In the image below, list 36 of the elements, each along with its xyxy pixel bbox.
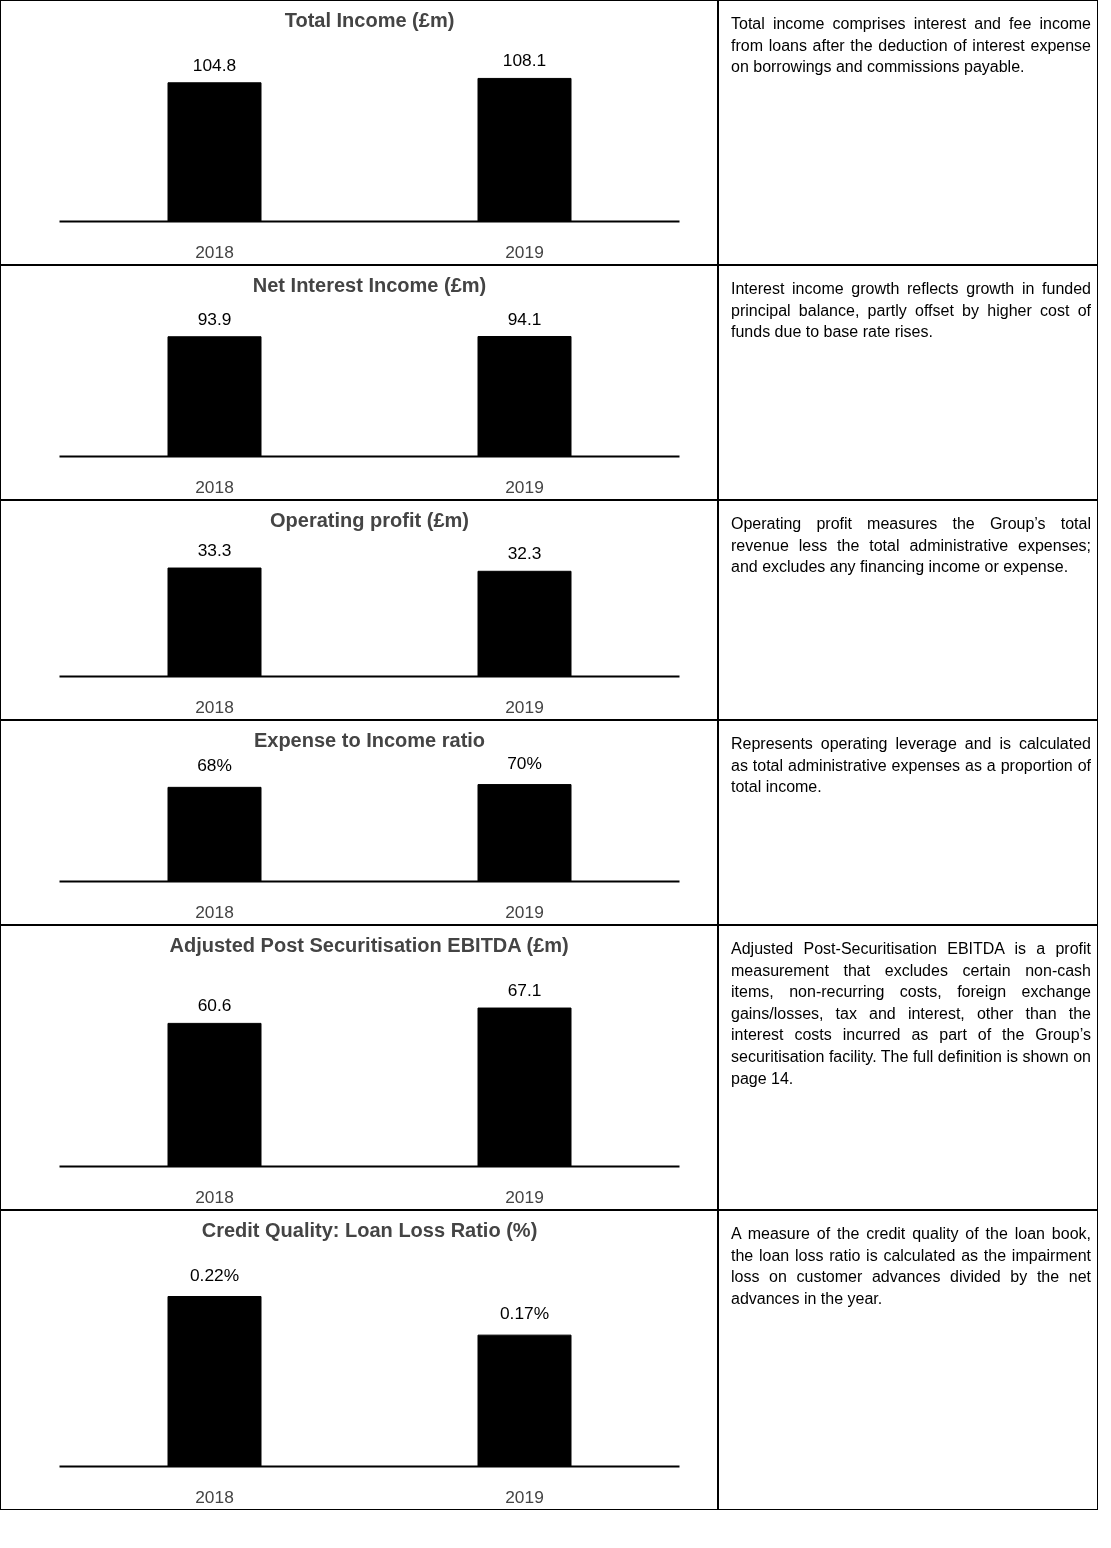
x-tick-label: 2018 bbox=[195, 1186, 234, 1207]
data-label: 104.8 bbox=[192, 54, 237, 75]
text: Total income comprises interest and fee income from loans after the deduction of interest expense on borrowings and commissions payable. bbox=[731, 14, 1091, 78]
chart-title: Operating profit (£m) bbox=[270, 508, 469, 531]
data-label: 32.3 bbox=[507, 543, 542, 564]
x-tick-label: 2018 bbox=[195, 901, 234, 922]
text: Operating profit measures the Group’s total revenue less the total administrative expenses; and excludes any financing income or expense. bbox=[731, 514, 1091, 578]
data-label: 0.22% bbox=[189, 1264, 240, 1285]
x-tick-label: 2019 bbox=[505, 1186, 544, 1207]
data-label: 93.9 bbox=[197, 308, 232, 329]
chart-title: Total Income (£m) bbox=[284, 8, 455, 31]
data-label: 94.1 bbox=[507, 308, 542, 329]
chart-title: Expense to Income ratio bbox=[253, 728, 486, 751]
text: Adjusted Post-Securitisation EBITDA is a profit measurement that excludes certain non-cash items, non-recurring costs, foreign exchange gains/losses, tax and interest, other than the interest costs incurred as part of the Group’s securitisation facility. The full definition is shown on page 14. bbox=[731, 939, 1091, 1089]
x-tick-label: 2018 bbox=[195, 696, 234, 717]
data-label: 0.17% bbox=[499, 1303, 550, 1324]
text: Represents operating leverage and is calculated as total administrative expenses as a proportion of total income. bbox=[731, 734, 1091, 798]
x-tick-label: 2018 bbox=[195, 1486, 234, 1507]
data-label: 60.6 bbox=[197, 995, 232, 1016]
data-label: 68% bbox=[197, 755, 232, 776]
chart-title: Credit Quality: Loan Loss Ratio (%) bbox=[201, 1218, 538, 1241]
chart-title: Net Interest Income (£m) bbox=[252, 273, 487, 296]
text: Interest income growth reflects growth in funded principal balance, partly offset by higher cost of funds due to base rate rises. bbox=[731, 279, 1091, 343]
x-tick-label: 2018 bbox=[195, 241, 234, 262]
x-tick-label: 2019 bbox=[505, 696, 544, 717]
x-tick-label: 2019 bbox=[505, 476, 544, 497]
chart-title: Adjusted Post Securitisation EBITDA (£m) bbox=[169, 933, 569, 956]
text: A measure of the credit quality of the loan book, the loan loss ratio is calculated as the impairment loss on customer advances divided by the net advances in the year. bbox=[731, 1224, 1091, 1309]
data-label: 70% bbox=[507, 752, 542, 773]
x-tick-label: 2019 bbox=[505, 241, 544, 262]
x-tick-label: 2019 bbox=[505, 901, 544, 922]
x-tick-label: 2019 bbox=[505, 1486, 544, 1507]
data-label: 108.1 bbox=[502, 50, 547, 71]
data-label: 33.3 bbox=[197, 540, 232, 561]
x-tick-label: 2018 bbox=[195, 476, 234, 497]
data-label: 67.1 bbox=[507, 980, 542, 1001]
